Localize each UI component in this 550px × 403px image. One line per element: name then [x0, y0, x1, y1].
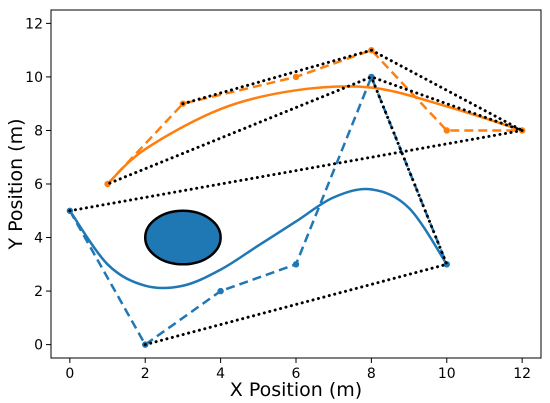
x-tick-label: 4 [216, 366, 225, 382]
series-layer [66, 46, 529, 348]
x-axis-label: X Position (m) [230, 379, 362, 401]
series-line-3 [106, 85, 523, 185]
x-tick-label: 2 [141, 366, 150, 382]
y-axis-label: Y Position (m) [5, 119, 27, 251]
x-tick-label: 0 [65, 366, 74, 382]
x-tick-label: 10 [438, 366, 456, 382]
y-tick-label: 4 [34, 231, 43, 247]
y-tick-label: 8 [34, 123, 43, 139]
y-tick-label: 2 [34, 284, 43, 300]
series-point [292, 73, 300, 81]
series-line-0 [68, 73, 448, 347]
series-line-2 [68, 187, 448, 290]
series-line-5 [143, 75, 449, 347]
tick-layer: 0 2 4 6 8 10 12 0 2 4 6 8 10 12 [25, 16, 531, 382]
y-tick-label: 12 [25, 16, 43, 32]
y-tick-label: 0 [34, 338, 43, 354]
x-tick-label: 8 [367, 366, 376, 382]
plot-frame [50, 9, 542, 359]
series-line-1 [106, 48, 523, 185]
series-line-4 [68, 75, 529, 213]
obstacle-layer [143, 209, 222, 266]
x-tick-label: 6 [292, 366, 301, 382]
series-point [217, 287, 224, 295]
series-point [292, 261, 300, 268]
series-point [443, 127, 450, 134]
series-line-6 [181, 48, 524, 132]
x-tick-label: 12 [513, 366, 531, 382]
obstacle-ellipse [143, 209, 222, 266]
y-tick-label: 10 [25, 70, 43, 86]
y-tick-label: 6 [34, 177, 43, 193]
